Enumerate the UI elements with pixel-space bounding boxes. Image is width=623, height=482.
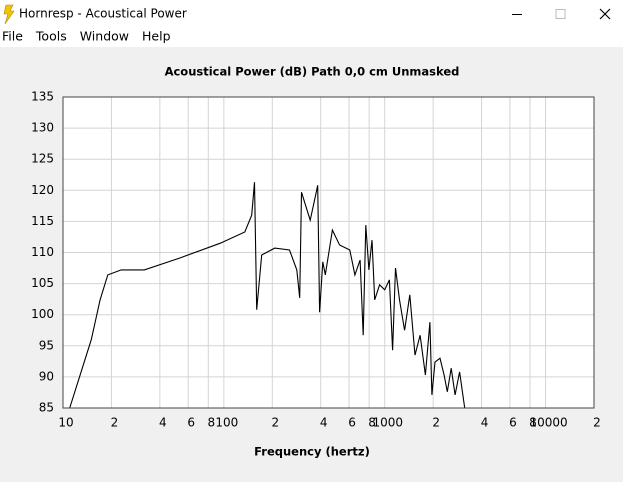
x-tick-label: 2 xyxy=(432,416,440,430)
y-tick-label: 135 xyxy=(31,90,54,104)
y-tick-label: 120 xyxy=(31,183,54,197)
y-tick-label: 90 xyxy=(39,369,54,383)
x-tick-label: 2 xyxy=(593,416,601,430)
y-tick-label: 110 xyxy=(31,245,54,259)
plot-border xyxy=(62,96,595,409)
x-tick-label: 8 xyxy=(368,416,376,430)
x-tick-label: 1000 xyxy=(372,416,403,430)
y-tick-label: 125 xyxy=(31,152,54,166)
x-tick-label: 8 xyxy=(529,416,537,430)
x-tick-label: 6 xyxy=(348,416,356,430)
y-tick-label: 130 xyxy=(31,121,54,135)
x-tick-label: 100 xyxy=(215,416,238,430)
x-tick-label: 4 xyxy=(159,416,167,430)
x-tick-label: 10 xyxy=(58,416,73,430)
y-tick-label: 100 xyxy=(31,307,54,321)
x-axis-title: Frequency (hertz) xyxy=(254,445,370,459)
menu-item[interactable]: Window xyxy=(80,29,129,44)
x-tick-label: 4 xyxy=(320,416,328,430)
x-tick-label: 4 xyxy=(481,416,489,430)
x-tick-label: 6 xyxy=(509,416,517,430)
y-tick-label: 105 xyxy=(31,276,54,290)
data-line xyxy=(69,182,466,408)
y-tick-label: 85 xyxy=(39,401,54,415)
y-tick-label: 95 xyxy=(39,338,54,352)
x-tick-label: 8 xyxy=(207,416,215,430)
title-bar xyxy=(0,0,623,47)
app-icon xyxy=(3,4,15,25)
chart-title: Acoustical Power (dB) Path 0,0 cm Unmask… xyxy=(165,65,460,79)
y-tick-label: 115 xyxy=(31,214,54,228)
x-tick-label: 10000 xyxy=(529,416,567,430)
menu-item[interactable]: Tools xyxy=(35,29,67,44)
x-tick-label: 2 xyxy=(271,416,279,430)
menu-item[interactable]: Help xyxy=(142,29,171,44)
maximize-button[interactable] xyxy=(555,9,566,19)
window-title: Hornresp - Acoustical Power xyxy=(19,7,187,21)
x-tick-label: 6 xyxy=(187,416,195,430)
menu-item[interactable]: File xyxy=(2,29,23,44)
x-tick-label: 2 xyxy=(111,416,119,430)
close-button[interactable] xyxy=(599,8,611,20)
